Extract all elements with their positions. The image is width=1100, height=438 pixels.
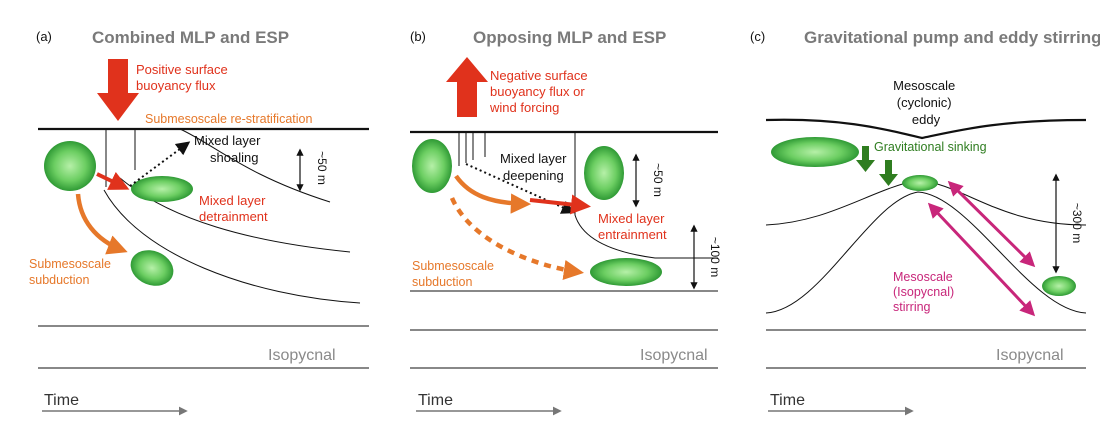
panel-b-subduction-line-1: Submesoscale <box>412 259 494 273</box>
panel-a-time-label: Time <box>44 392 79 409</box>
panel-b-title: Opposing MLP and ESP <box>473 28 666 47</box>
isopycnal-line <box>179 128 331 203</box>
eddy-ellipse <box>771 137 859 167</box>
panel-a-mixed-layer-text: Mixed layer shoaling <box>194 133 264 165</box>
panel-c: (c) Gravitational pump and eddy stirring… <box>750 28 1100 416</box>
dashed-subduction-arrow <box>449 197 585 280</box>
panel-a-detrain-line-1: Mixed layer <box>199 193 266 208</box>
panel-b-forcing-line-1: Negative surface <box>490 68 588 83</box>
panel-a-restrat-text: Submesoscale re-stratification <box>145 112 312 126</box>
panel-b-depth-deep-label: ~100 m <box>708 237 722 277</box>
panel-a-forcing-line-1: Positive surface <box>136 62 228 77</box>
panel-a-mixed-layer-line-2: shoaling <box>210 150 258 165</box>
panel-b-entrain-text: Mixed layer entrainment <box>598 211 668 242</box>
panel-c-eddy-line-1: Mesoscale <box>893 78 955 93</box>
panel-b-entrain-line-2: entrainment <box>598 227 667 242</box>
eddy-ellipse <box>1042 276 1076 296</box>
shoaling-arrow <box>129 141 191 187</box>
sinking-arrow <box>879 160 898 186</box>
panel-c-letter: (c) <box>750 29 765 44</box>
panel-a-letter: (a) <box>36 29 52 44</box>
panel-a-forcing-line-2: buoyancy flux <box>136 78 216 93</box>
panel-a-forcing-text: Positive surface buoyancy flux <box>136 62 231 93</box>
downward-flux-arrow <box>97 59 139 121</box>
sea-surface-line <box>765 118 1087 140</box>
panel-c-time-label: Time <box>770 392 805 409</box>
panel-c-eddy-line-3: eddy <box>912 112 941 127</box>
sinking-arrow <box>856 146 875 172</box>
eddy-ellipse <box>130 250 174 286</box>
eddy-ellipse <box>44 141 96 191</box>
panel-a-detrain-text: Mixed layer detrainment <box>199 193 269 224</box>
stirring-arrow <box>947 180 1036 268</box>
panel-a-detrain-line-2: detrainment <box>199 209 268 224</box>
panel-a-subduction-line-1: Submesoscale <box>29 257 111 271</box>
panel-b-forcing-line-2: buoyancy flux or <box>490 84 585 99</box>
detrainment-arrow <box>96 171 130 190</box>
subduction-arrow <box>454 174 532 214</box>
eddy-ellipse <box>412 139 452 193</box>
panel-c-title: Gravitational pump and eddy stirring <box>804 28 1100 47</box>
panel-b-subduction-text: Submesoscale subduction <box>412 259 497 289</box>
panel-b: (b) Opposing MLP and ESP Negative surfac… <box>410 28 722 416</box>
eddy-ellipse <box>590 258 662 286</box>
panel-a-mixed-layer-line-1: Mixed layer <box>194 133 261 148</box>
panel-b-entrain-line-1: Mixed layer <box>598 211 665 226</box>
eddy-ellipse <box>902 175 938 191</box>
panel-b-subduction-line-2: subduction <box>412 275 473 289</box>
eddy-ellipse <box>131 176 193 202</box>
panel-c-depth-label: ~300 m <box>1070 203 1084 243</box>
panel-b-forcing-text: Negative surface buoyancy flux or wind f… <box>489 68 591 115</box>
panel-b-forcing-line-3: wind forcing <box>489 100 559 115</box>
panel-a-isopycnal-label: Isopycnal <box>268 347 336 364</box>
panel-c-stirring-line-1: Mesoscale <box>893 270 953 284</box>
panel-c-eddy-text: Mesoscale (cyclonic) eddy <box>893 78 959 127</box>
panel-a: (a) Combined MLP and ESP Positive surfac… <box>29 28 369 416</box>
eddy-ellipse <box>584 146 624 200</box>
panel-a-depth-label: ~50 m <box>315 151 329 185</box>
panel-a-title: Combined MLP and ESP <box>92 28 289 47</box>
panel-c-stirring-line-2: (Isopycnal) <box>893 285 954 299</box>
entrainment-arrow <box>529 194 591 215</box>
panel-c-isopycnal-label: Isopycnal <box>996 347 1064 364</box>
panel-c-sinking-text: Gravitational sinking <box>874 140 987 154</box>
panel-a-subduction-text: Submesoscale subduction <box>29 257 114 287</box>
panel-b-mixed-layer-line-1: Mixed layer <box>500 151 567 166</box>
isopycnal-line <box>103 189 361 304</box>
panel-b-letter: (b) <box>410 29 426 44</box>
stirring-arrow <box>927 202 1036 317</box>
panel-c-stirring-line-3: stirring <box>893 300 931 314</box>
mixed-layer-base <box>574 132 718 259</box>
panel-b-isopycnal-label: Isopycnal <box>640 347 708 364</box>
panel-c-eddy-line-2: (cyclonic) <box>897 95 952 110</box>
upward-flux-arrow <box>446 57 488 117</box>
panel-b-time-label: Time <box>418 392 453 409</box>
panel-b-mixed-layer-text: Mixed layer deepening <box>500 151 570 183</box>
panel-b-mixed-layer-line-2: deepening <box>503 168 564 183</box>
panel-c-stirring-text: Mesoscale (Isopycnal) stirring <box>893 270 958 314</box>
panel-a-subduction-line-2: subduction <box>29 273 90 287</box>
panel-b-depth-ml-label: ~50 m <box>651 163 665 197</box>
subduction-arrow <box>75 193 128 255</box>
